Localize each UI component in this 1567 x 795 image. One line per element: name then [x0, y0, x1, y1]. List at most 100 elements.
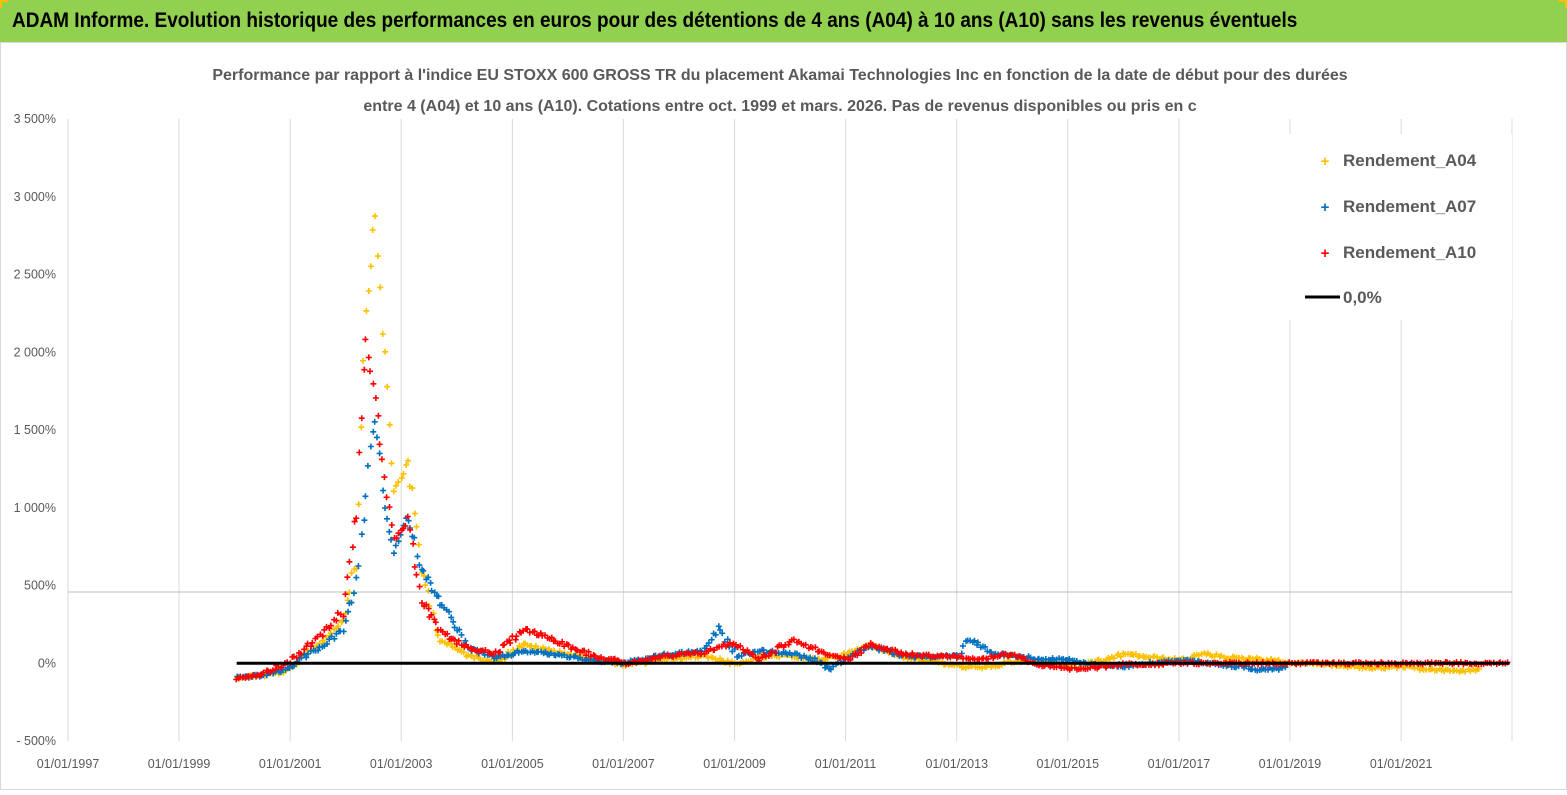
data-point [451, 636, 458, 643]
data-point [737, 642, 744, 649]
data-point [652, 656, 659, 662]
data-point [413, 571, 420, 578]
data-point [386, 421, 393, 428]
data-point [303, 654, 310, 661]
data-point [404, 513, 411, 520]
y-tick-label: 2 000% [14, 345, 56, 359]
chart-title-line-2: entre 4 (A04) et 10 ans (A10). Cotations… [363, 98, 1196, 115]
data-point [959, 642, 966, 649]
data-point [382, 505, 388, 511]
data-point [380, 487, 387, 494]
data-point [392, 542, 399, 549]
data-point [451, 624, 458, 631]
data-point [412, 510, 418, 517]
data-point [372, 395, 379, 401]
data-point [355, 563, 362, 569]
data-point [416, 583, 423, 590]
data-point [415, 541, 422, 548]
data-point [410, 540, 417, 547]
data-point [375, 412, 382, 419]
data-point [297, 650, 304, 657]
data-point [301, 646, 308, 653]
data-point [405, 517, 412, 524]
data-point [407, 526, 414, 533]
x-tick-label: 01/01/2009 [703, 757, 766, 771]
legend-label-zero: 0,0% [1343, 288, 1382, 307]
x-tick-label: 01/01/2017 [1148, 757, 1211, 771]
data-point [802, 641, 809, 648]
data-point [712, 631, 719, 638]
x-tick-label: 01/01/2015 [1036, 757, 1099, 771]
data-point [361, 366, 368, 373]
data-point [837, 654, 844, 661]
data-point [687, 651, 694, 658]
y-axis-tick-labels: - 500% 0% 500% 1 000% 1 500% 2 000% 2 500% 3 00… [14, 112, 56, 748]
performance-chart: - 500% 0% 500% 1 000% 1 500% 2 000% 2 500% 3 00… [0, 42, 1567, 790]
legend-marker-a07: + [1321, 199, 1330, 216]
data-point [1213, 651, 1220, 658]
data-point [1117, 653, 1124, 660]
data-point [360, 357, 366, 364]
data-point [715, 623, 722, 630]
data-point [381, 474, 388, 481]
data-point [349, 544, 356, 551]
data-point [388, 460, 395, 467]
data-point [353, 574, 360, 581]
x-tick-label: 01/01/2003 [370, 757, 433, 771]
data-point [812, 644, 819, 651]
legend-marker-a10: + [1321, 245, 1330, 262]
y-tick-label: 3 000% [14, 190, 56, 204]
x-tick-label: 01/01/1999 [148, 757, 211, 771]
data-point [324, 640, 331, 647]
data-point [985, 655, 991, 662]
data-point [372, 213, 378, 220]
data-point [361, 517, 368, 524]
data-point [365, 354, 372, 361]
data-point [790, 636, 797, 643]
x-tick-label: 01/01/2005 [481, 757, 544, 771]
data-point [367, 263, 374, 270]
chart-title-line-1: Performance par rapport à l'indice EU ST… [212, 67, 1347, 84]
data-point [400, 470, 407, 477]
data-point [513, 633, 520, 640]
data-point [982, 643, 989, 650]
data-point [362, 493, 369, 500]
data-point [428, 587, 435, 594]
data-point [314, 633, 321, 640]
data-point [453, 641, 460, 647]
x-tick-label: 01/01/2011 [815, 757, 877, 771]
data-point [390, 488, 397, 495]
data-point [446, 608, 453, 615]
data-point [1020, 654, 1027, 661]
data-point [411, 563, 418, 570]
data-point [531, 628, 538, 635]
data-point [395, 530, 402, 537]
x-tick-label: 01/01/1997 [37, 757, 100, 771]
data-point [497, 648, 503, 655]
y-tick-label: 1 000% [14, 501, 56, 515]
data-point [356, 449, 363, 456]
y-tick-label: 2 500% [14, 268, 56, 282]
data-point [340, 613, 347, 620]
data-point [435, 593, 442, 600]
data-point [524, 626, 531, 632]
data-point [319, 633, 326, 640]
data-point [386, 504, 393, 510]
x-tick-label: 01/01/2021 [1370, 757, 1433, 771]
data-point [414, 553, 421, 560]
data-point [362, 336, 369, 343]
legend-marker-a04: + [1321, 153, 1330, 170]
data-point [420, 567, 427, 574]
data-point [565, 641, 572, 648]
data-point [327, 622, 334, 629]
data-point [345, 608, 352, 615]
data-point [405, 457, 411, 464]
data-point [398, 475, 405, 482]
data-point [416, 562, 423, 569]
data-point [374, 253, 381, 260]
data-point [388, 536, 394, 543]
data-point [331, 635, 338, 642]
data-point [378, 456, 385, 463]
data-point [455, 637, 462, 644]
data-point [427, 579, 434, 586]
